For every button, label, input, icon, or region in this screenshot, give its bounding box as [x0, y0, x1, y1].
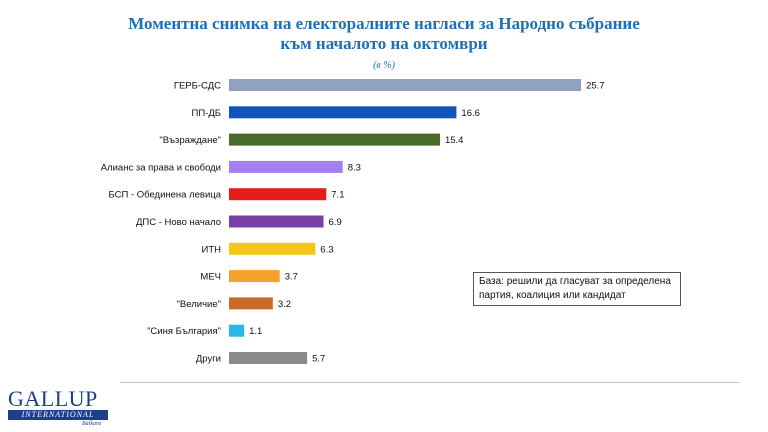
- category-label: Алианс за права и свободи: [101, 162, 221, 173]
- chart-unit: (в %): [373, 60, 395, 71]
- bar: [229, 160, 343, 173]
- logo-tag-text: Balkans: [82, 421, 102, 427]
- category-label: Други: [196, 354, 221, 365]
- footer-divider: [120, 382, 740, 383]
- chart-title: Моментна снимка на електоралните нагласи…: [0, 14, 768, 54]
- value-label: 15.4: [445, 135, 464, 146]
- category-label: ИТН: [202, 244, 222, 255]
- value-label: 3.2: [278, 299, 291, 310]
- value-label: 3.7: [285, 272, 298, 283]
- chart-title-line1: Моментна снимка на електоралните нагласи…: [128, 14, 640, 33]
- chart-title-line2: към началото на октомври: [280, 34, 488, 53]
- gallup-logo: GALLUP INTERNATIONAL Balkans: [8, 388, 116, 428]
- category-label: ГЕРБ-СДС: [174, 81, 221, 92]
- bar: [229, 188, 327, 201]
- category-label: ПП-ДБ: [192, 108, 222, 119]
- value-label: 6.9: [329, 217, 342, 228]
- bar: [229, 324, 245, 337]
- value-label: 1.1: [249, 326, 262, 337]
- bar: [229, 297, 273, 310]
- category-label: "Величие": [177, 299, 221, 310]
- value-label: 5.7: [312, 354, 325, 365]
- bar: [229, 133, 440, 146]
- value-label: 25.7: [586, 81, 605, 92]
- bar: [229, 242, 316, 255]
- logo-sub-text: INTERNATIONAL: [8, 410, 108, 420]
- category-label: ДПС - Ново начало: [136, 217, 221, 228]
- category-label: МЕЧ: [200, 272, 221, 283]
- category-label: БСП - Обединена левица: [108, 190, 221, 201]
- value-label: 6.3: [320, 244, 333, 255]
- category-label: "Възраждане": [159, 135, 221, 146]
- base-note-line2: партия, коалиция или кандидат: [479, 290, 626, 301]
- bar: [229, 79, 582, 91]
- base-note-line1: База: решили да гласуват за определена: [479, 276, 671, 287]
- bar: [229, 106, 457, 119]
- value-label: 16.6: [461, 108, 480, 119]
- category-label: "Синя България": [147, 326, 221, 337]
- bar: [229, 270, 280, 283]
- bar: [229, 352, 308, 364]
- bar: [229, 215, 324, 228]
- value-label: 7.1: [331, 190, 344, 201]
- value-label: 8.3: [348, 162, 361, 173]
- logo-main-text: GALLUP: [8, 386, 98, 411]
- base-note: База: решили да гласуват за определена п…: [473, 272, 681, 306]
